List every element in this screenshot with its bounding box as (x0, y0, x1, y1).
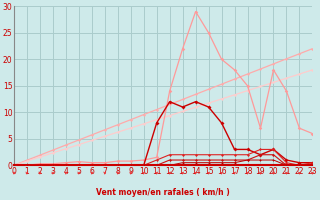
X-axis label: Vent moyen/en rafales ( km/h ): Vent moyen/en rafales ( km/h ) (96, 188, 230, 197)
